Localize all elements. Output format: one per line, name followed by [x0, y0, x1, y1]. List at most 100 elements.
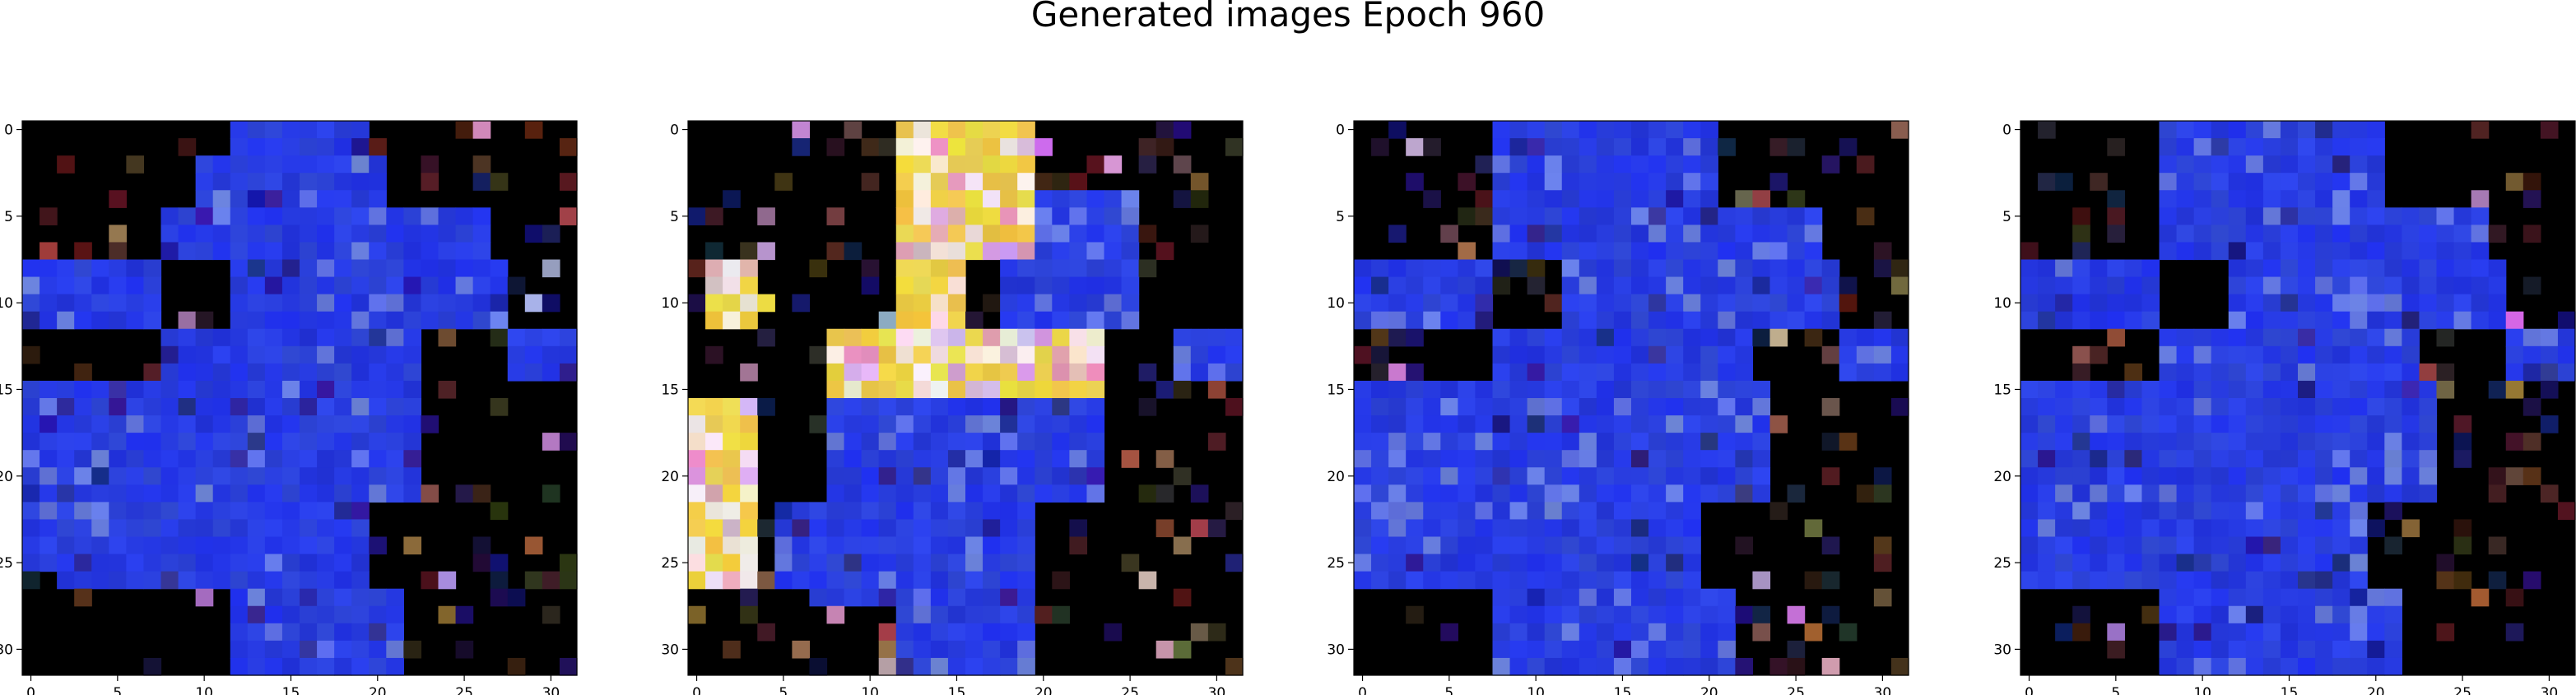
pixel-cell — [2262, 242, 2281, 261]
pixel-cell — [1509, 242, 1528, 261]
pixel-cell — [2453, 450, 2472, 468]
pixel-cell — [1017, 415, 1035, 433]
pixel-cell — [1017, 225, 1035, 243]
pixel-cell — [386, 294, 404, 313]
pixel-cell — [2124, 311, 2143, 330]
pixel-cell — [2262, 207, 2281, 225]
pixel-cell — [1354, 294, 1372, 313]
x-tick-label: 5 — [113, 685, 122, 695]
pixel-cell — [2211, 623, 2230, 642]
pixel-cell — [1752, 311, 1771, 330]
pixel-cell — [1492, 173, 1511, 191]
pixel-cell — [1069, 433, 1088, 451]
pixel-cell — [947, 121, 966, 139]
pixel-cell — [109, 242, 127, 261]
pixel-cell — [1752, 433, 1771, 451]
pixel-cell — [1086, 259, 1105, 278]
pixel-cell — [1596, 242, 1615, 261]
pixel-cell — [983, 242, 1001, 261]
pixel-cell — [403, 207, 422, 225]
pixel-cell — [22, 276, 40, 295]
pixel-cell — [1579, 484, 1597, 503]
pixel-cell — [1666, 450, 1684, 468]
pixel-cell — [1648, 467, 1667, 485]
pixel-cell — [2211, 328, 2230, 347]
pixel-cell — [2020, 467, 2039, 485]
pixel-cell — [1561, 502, 1580, 521]
pixel-cell — [1735, 605, 1754, 624]
pixel-cell — [1631, 363, 1649, 382]
pixel-cell — [2072, 207, 2090, 225]
pixel-cell — [2141, 380, 2160, 399]
pixel-cell — [386, 640, 404, 659]
pixel-cell — [1613, 588, 1632, 607]
pixel-cell — [91, 571, 109, 590]
pixel-cell — [2471, 311, 2490, 330]
pixel-cell — [1440, 433, 1458, 451]
pixel-cell — [1475, 536, 1494, 555]
pixel-cell — [1017, 467, 1035, 485]
x-tick-label: 5 — [2111, 685, 2120, 695]
pixel-cell — [1509, 138, 1528, 156]
pixel-cell — [947, 484, 966, 503]
pixel-cell — [930, 554, 949, 572]
pixel-cell — [334, 121, 352, 139]
pixel-cell — [91, 380, 109, 399]
pixel-cell — [930, 450, 949, 468]
pixel-cell — [2193, 173, 2212, 191]
pixel-cell — [2262, 259, 2281, 278]
pixel-cell — [1069, 415, 1088, 433]
pixel-cell — [1406, 450, 1424, 468]
pixel-cell — [844, 484, 863, 503]
pixel-cell — [1035, 433, 1053, 451]
pixel-cell — [1666, 155, 1684, 174]
pixel-cell — [688, 484, 706, 503]
pixel-cell — [143, 433, 162, 451]
pixel-cell — [1173, 190, 1192, 208]
pixel-cell — [947, 623, 966, 642]
pixel-cell — [1821, 605, 1840, 624]
pixel-cell — [1527, 380, 1546, 399]
pixel-cell — [1752, 398, 1771, 416]
pixel-cell — [2141, 467, 2160, 485]
pixel-cell — [1509, 588, 1528, 607]
pixel-cell — [947, 328, 966, 347]
pixel-cell — [1035, 605, 1053, 624]
pixel-cell — [1683, 328, 1701, 347]
pixel-cell — [2124, 415, 2143, 433]
y-tick-label: 25 — [661, 555, 679, 572]
pixel-cell — [1458, 173, 1476, 191]
y-tick-label: 30 — [1993, 642, 2011, 658]
pixel-cell — [1579, 380, 1597, 399]
pixel-cell — [2402, 276, 2420, 295]
pixel-cell — [195, 433, 214, 451]
y-tick-label: 10 — [1993, 295, 2011, 312]
pixel-cell — [1458, 259, 1476, 278]
pixel-cell — [403, 259, 422, 278]
pixel-cell — [126, 519, 145, 538]
pixel-cell — [281, 398, 300, 416]
pixel-cell — [1561, 554, 1580, 572]
pixel-cell — [826, 345, 845, 364]
pixel-cell — [1683, 311, 1701, 330]
pixel-cell — [792, 519, 811, 538]
pixel-cell — [74, 311, 92, 330]
pixel-cell — [109, 502, 127, 521]
pixel-cell — [334, 657, 352, 676]
pixel-cell — [2107, 450, 2125, 468]
pixel-cell — [2350, 554, 2368, 572]
pixel-cell — [1475, 519, 1494, 538]
pixel-cell — [1121, 207, 1140, 225]
pixel-cell — [22, 259, 40, 278]
pixel-cell — [421, 207, 439, 225]
pixel-cell — [317, 138, 335, 156]
pixel-cell — [705, 450, 723, 468]
pixel-cell — [705, 467, 723, 485]
pixel-cell — [2350, 190, 2368, 208]
pixel-cell — [1613, 311, 1632, 330]
pixel-cell — [1069, 276, 1088, 295]
pixel-cell — [930, 502, 949, 521]
pixel-cell — [334, 605, 352, 624]
pixel-cell — [2350, 467, 2368, 485]
